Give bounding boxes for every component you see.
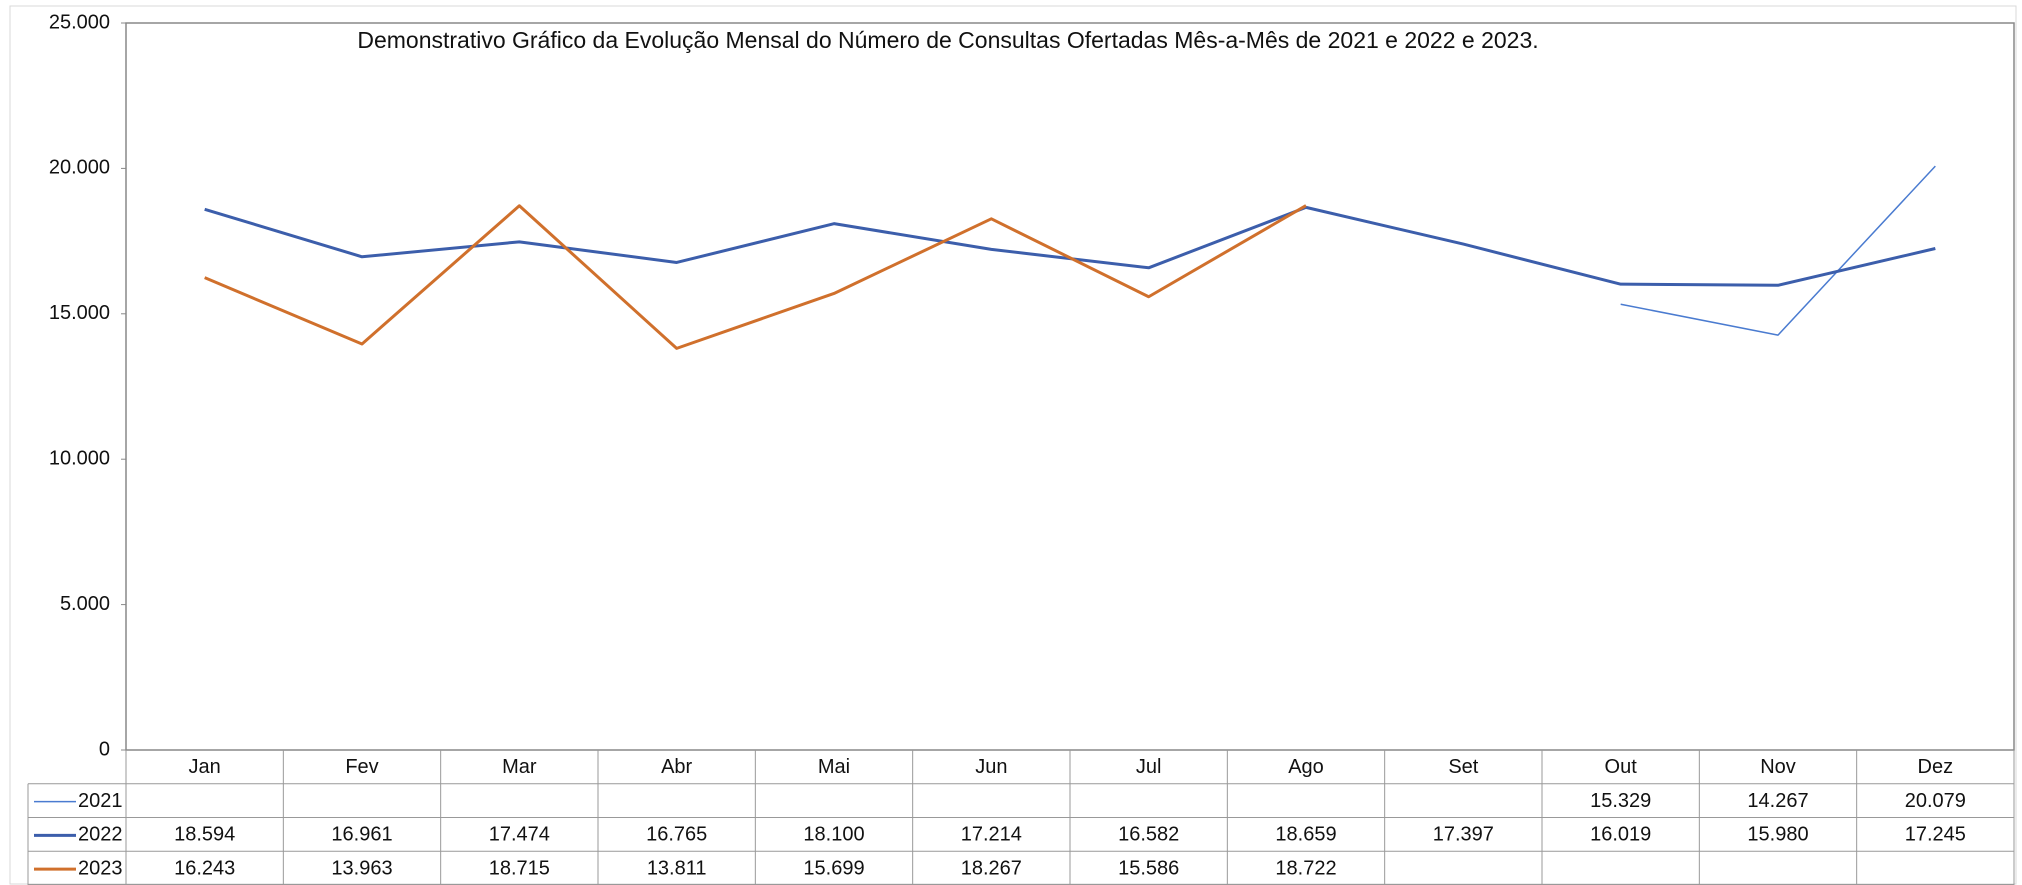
series-line [204,205,1936,287]
y-tick-label: 0 [99,738,110,760]
y-tick-label: 20.000 [49,157,110,179]
table-value: 16.019 [1590,824,1651,846]
x-tick-label: Mar [502,756,537,778]
table-value: 15.699 [803,857,864,879]
x-tick-label: Ago [1288,756,1324,778]
table-value: 14.267 [1747,790,1808,812]
table-value: 16.243 [174,857,235,879]
table-value: 16.765 [646,824,707,846]
table-value: 18.722 [1275,857,1336,879]
x-tick-label: Out [1605,756,1638,778]
table-value: 13.811 [647,857,707,879]
series-line [1620,165,1936,336]
series-line [204,204,1307,350]
x-tick-label: Jun [975,756,1007,778]
table-value: 20.079 [1905,790,1966,812]
x-tick-label: Set [1448,756,1478,778]
x-tick-label: Nov [1760,756,1796,778]
chart-border [9,5,2017,885]
x-tick-label: Abr [661,756,692,778]
x-tick-label: Dez [1918,756,1954,778]
table-value: 13.963 [331,857,392,879]
y-tick-label: 15.000 [49,302,110,324]
table-value: 15.329 [1590,790,1651,812]
x-tick-label: Fev [345,756,378,778]
table-value: 16.961 [331,824,392,846]
table-value: 18.267 [961,857,1022,879]
x-tick-label: Jul [1136,756,1162,778]
y-tick-label: 25.000 [49,11,110,33]
table-value: 18.100 [803,824,864,846]
table-value: 17.474 [489,824,550,846]
x-tick-label: Jan [189,756,221,778]
table-value: 15.586 [1118,857,1179,879]
plot-area [125,22,2015,751]
table-value: 17.397 [1433,824,1494,846]
y-tick-label: 5.000 [60,593,110,615]
chart-title: Demonstrativo Gráfico da Evolução Mensal… [357,27,1538,53]
table-value: 17.245 [1905,824,1966,846]
table-value: 16.582 [1118,824,1179,846]
table-value: 18.594 [174,824,235,846]
table-value: 18.659 [1275,824,1336,846]
table-value: 18.715 [489,857,550,879]
y-tick-label: 10.000 [49,447,110,469]
legend-label: 2022 [78,824,123,846]
legend-label: 2021 [78,790,123,812]
table-value: 17.214 [961,824,1022,846]
x-tick-label: Mai [818,756,850,778]
table-value: 15.980 [1747,824,1808,846]
legend-label: 2023 [78,857,123,879]
